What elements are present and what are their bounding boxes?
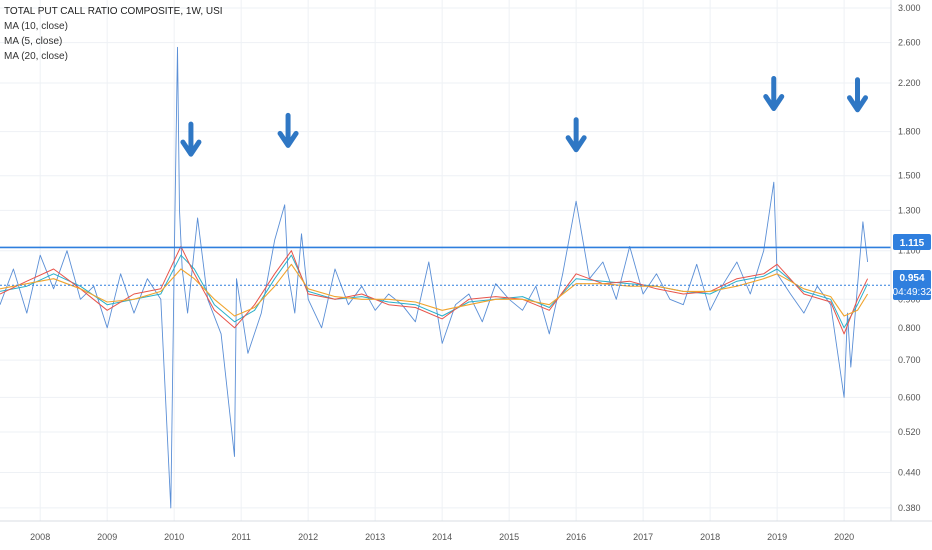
legend-ma10[interactable]: MA (10, close)	[4, 19, 223, 34]
down-arrow-marker	[183, 124, 199, 154]
time-axis[interactable]: 2008 2009 2010 2011 2012 2013 2014 2015 2016 2017…	[30, 532, 854, 542]
y-tick-label: 0.800	[898, 323, 921, 333]
x-tick-label: 2009	[97, 532, 117, 542]
y-tick-label: 0.700	[898, 355, 921, 365]
series-line-main	[0, 47, 868, 508]
x-tick-label: 2020	[834, 532, 854, 542]
down-arrow-marker	[280, 115, 296, 145]
x-tick-label: 2016	[566, 532, 586, 542]
y-tick-label: 2.200	[898, 78, 921, 88]
legend-ma20[interactable]: MA (20, close)	[4, 49, 223, 64]
x-tick-label: 2018	[700, 532, 720, 542]
down-arrow-marker	[568, 120, 584, 150]
y-tick-label: 0.520	[898, 427, 921, 437]
grid	[0, 0, 891, 521]
x-tick-label: 2008	[30, 532, 50, 542]
y-tick-label: 1.500	[898, 171, 921, 181]
y-tick-label: 3.000	[898, 3, 921, 13]
series-layer	[0, 47, 868, 508]
y-tick-label: 1.800	[898, 127, 921, 137]
x-tick-label: 2017	[633, 532, 653, 542]
level-lines	[0, 247, 891, 285]
level-price-label: 1.115	[900, 238, 925, 249]
bar-countdown-label: 04:49:32	[893, 287, 932, 298]
y-tick-label: 0.380	[898, 503, 921, 513]
last-price-label: 0.954	[899, 273, 924, 284]
y-tick-label: 0.600	[898, 392, 921, 402]
legend-title: TOTAL PUT CALL RATIO COMPOSITE, 1W, USI	[4, 4, 223, 19]
y-tick-label: 2.600	[898, 38, 921, 48]
y-tick-label: 0.440	[898, 467, 921, 477]
x-tick-label: 2010	[164, 532, 184, 542]
x-tick-label: 2013	[365, 532, 385, 542]
legend-ma5[interactable]: MA (5, close)	[4, 34, 223, 49]
x-tick-label: 2014	[432, 532, 452, 542]
chart-legend: TOTAL PUT CALL RATIO COMPOSITE, 1W, USI …	[4, 4, 223, 64]
x-tick-label: 2019	[767, 532, 787, 542]
x-tick-label: 2012	[298, 532, 318, 542]
x-tick-label: 2011	[231, 532, 250, 542]
y-tick-label: 1.300	[898, 205, 921, 215]
down-arrow-marker	[850, 80, 866, 110]
arrow-markers	[183, 79, 866, 155]
x-tick-label: 2015	[499, 532, 519, 542]
